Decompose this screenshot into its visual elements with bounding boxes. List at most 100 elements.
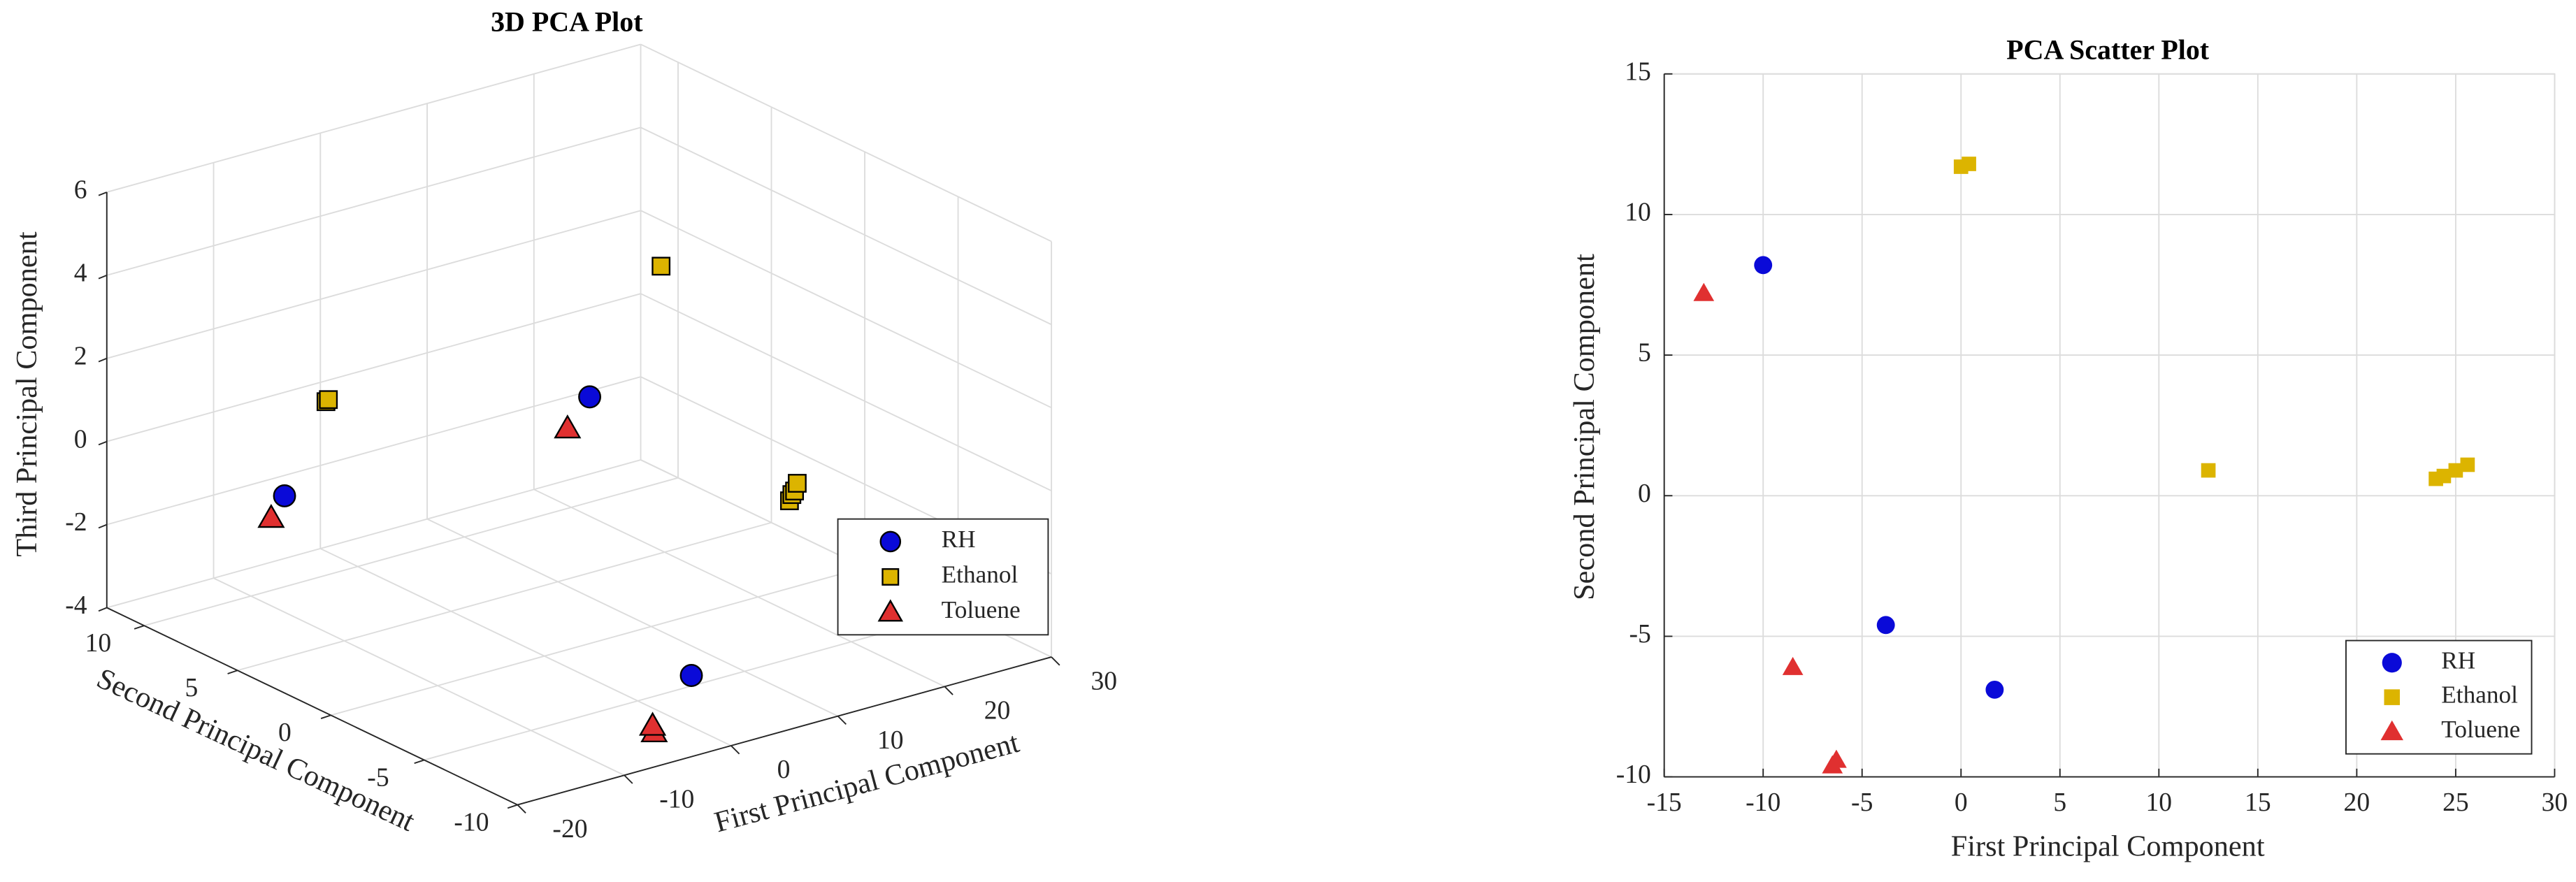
marker <box>578 385 602 409</box>
x-tick <box>731 745 740 755</box>
marker <box>638 711 667 736</box>
grid-line <box>106 126 641 276</box>
grid-line <box>640 210 1052 409</box>
x-tick <box>1051 656 1060 666</box>
x-tick-label: 30 <box>1091 666 1117 695</box>
grid-line <box>106 43 641 193</box>
chart-2d: PCA Scatter Plot First Principal Compone… <box>1568 34 2568 862</box>
legend-label: Ethanol <box>942 561 1019 588</box>
grid-line <box>319 548 732 746</box>
y-tick-label: 0 <box>1638 479 1651 508</box>
y-tick-label: -5 <box>1629 619 1651 649</box>
grid-line <box>237 521 772 672</box>
y-axis-label: Second Principal Component <box>92 662 419 838</box>
y-tick <box>227 670 238 674</box>
z-tick <box>98 191 108 196</box>
grid-line <box>106 210 641 359</box>
legend-label: Ethanol <box>2441 681 2518 709</box>
grid-line <box>640 126 1052 326</box>
x-tick-label: 20 <box>984 696 1011 725</box>
z-tick-label: 6 <box>74 175 87 205</box>
grid-line <box>213 577 625 776</box>
grid-line <box>330 566 865 716</box>
y-tick-label: 10 <box>1625 198 1651 227</box>
legend-marker <box>882 568 900 586</box>
y-tick <box>414 759 425 765</box>
x-tick-label: -10 <box>659 784 694 814</box>
y-tick-label: 0 <box>278 718 292 747</box>
z-tick-label: -2 <box>65 507 87 537</box>
legend-label: RH <box>2441 646 2475 674</box>
chart-title: PCA Scatter Plot <box>2006 34 2210 65</box>
x-tick-label: -10 <box>1746 788 1780 817</box>
grid-line <box>640 293 1052 492</box>
marker <box>1826 749 1847 768</box>
y-tick-label: -5 <box>367 762 389 792</box>
marker <box>257 503 285 528</box>
legend-label: Toluene <box>2441 716 2520 743</box>
grid-line <box>106 293 641 442</box>
y-tick <box>320 714 331 719</box>
marker <box>1754 256 1773 275</box>
marker <box>679 664 703 687</box>
x-tick-label: 20 <box>2344 788 2370 817</box>
y-tick-label: 5 <box>185 673 199 702</box>
legend-box <box>2345 639 2533 755</box>
x-axis-label: First Principal Component <box>1951 830 2265 863</box>
x-axis <box>517 656 1052 806</box>
marker <box>273 484 296 507</box>
legend-box <box>837 518 1049 636</box>
x-tick-label: 15 <box>2245 788 2271 817</box>
marker <box>1962 157 1976 171</box>
z-tick-label: 2 <box>74 341 87 370</box>
marker <box>788 474 807 493</box>
marker <box>1693 282 1715 301</box>
marker <box>1782 656 1804 675</box>
x-tick <box>624 774 633 784</box>
x-axis-label: First Principal Component <box>711 726 1023 839</box>
marker <box>1876 616 1895 635</box>
z-tick <box>98 357 108 363</box>
y-axis <box>106 607 518 806</box>
chart-title: 3D PCA Plot <box>491 6 643 37</box>
grid-line <box>640 43 1052 243</box>
marker <box>319 390 338 410</box>
y-axis-label: Second Principal Component <box>1568 254 1601 600</box>
marker <box>1985 680 2004 699</box>
z-tick <box>98 440 108 446</box>
grid-line <box>143 477 679 627</box>
z-tick-label: 4 <box>74 259 87 288</box>
y-tick <box>134 625 145 630</box>
legend-marker <box>2380 720 2403 741</box>
x-tick-label: -15 <box>1647 788 1682 817</box>
x-tick-label: 25 <box>2442 788 2469 817</box>
legend-marker <box>877 599 904 622</box>
marker <box>2460 457 2475 472</box>
x-tick-label: -5 <box>1851 788 1873 817</box>
y-tick-label: -10 <box>1616 760 1651 789</box>
legend-marker <box>2384 689 2401 705</box>
legend-label: Toluene <box>942 596 1021 623</box>
z-tick <box>98 523 108 529</box>
z-tick-label: 0 <box>74 424 87 454</box>
legend-marker <box>879 530 902 553</box>
x-tick-label: 10 <box>2146 788 2173 817</box>
grid-line <box>426 518 838 717</box>
grid-line <box>533 489 945 688</box>
x-tick-label: 10 <box>877 725 904 755</box>
y-tick-label: 15 <box>1625 57 1651 86</box>
marker <box>554 414 582 439</box>
x-tick-label: 5 <box>2053 788 2066 817</box>
x-tick <box>517 804 526 814</box>
z-tick-label: -4 <box>65 591 87 620</box>
x-tick-label: -20 <box>552 814 587 844</box>
y-tick-label: -10 <box>454 807 489 837</box>
y-tick-label: 5 <box>1638 338 1651 368</box>
marker <box>2201 463 2216 478</box>
z-tick <box>98 607 108 612</box>
x-tick-label: 0 <box>1955 788 1968 817</box>
chart-3d: 3D PCA Plot First Principal Component Se… <box>10 6 1117 843</box>
z-tick <box>98 275 108 280</box>
